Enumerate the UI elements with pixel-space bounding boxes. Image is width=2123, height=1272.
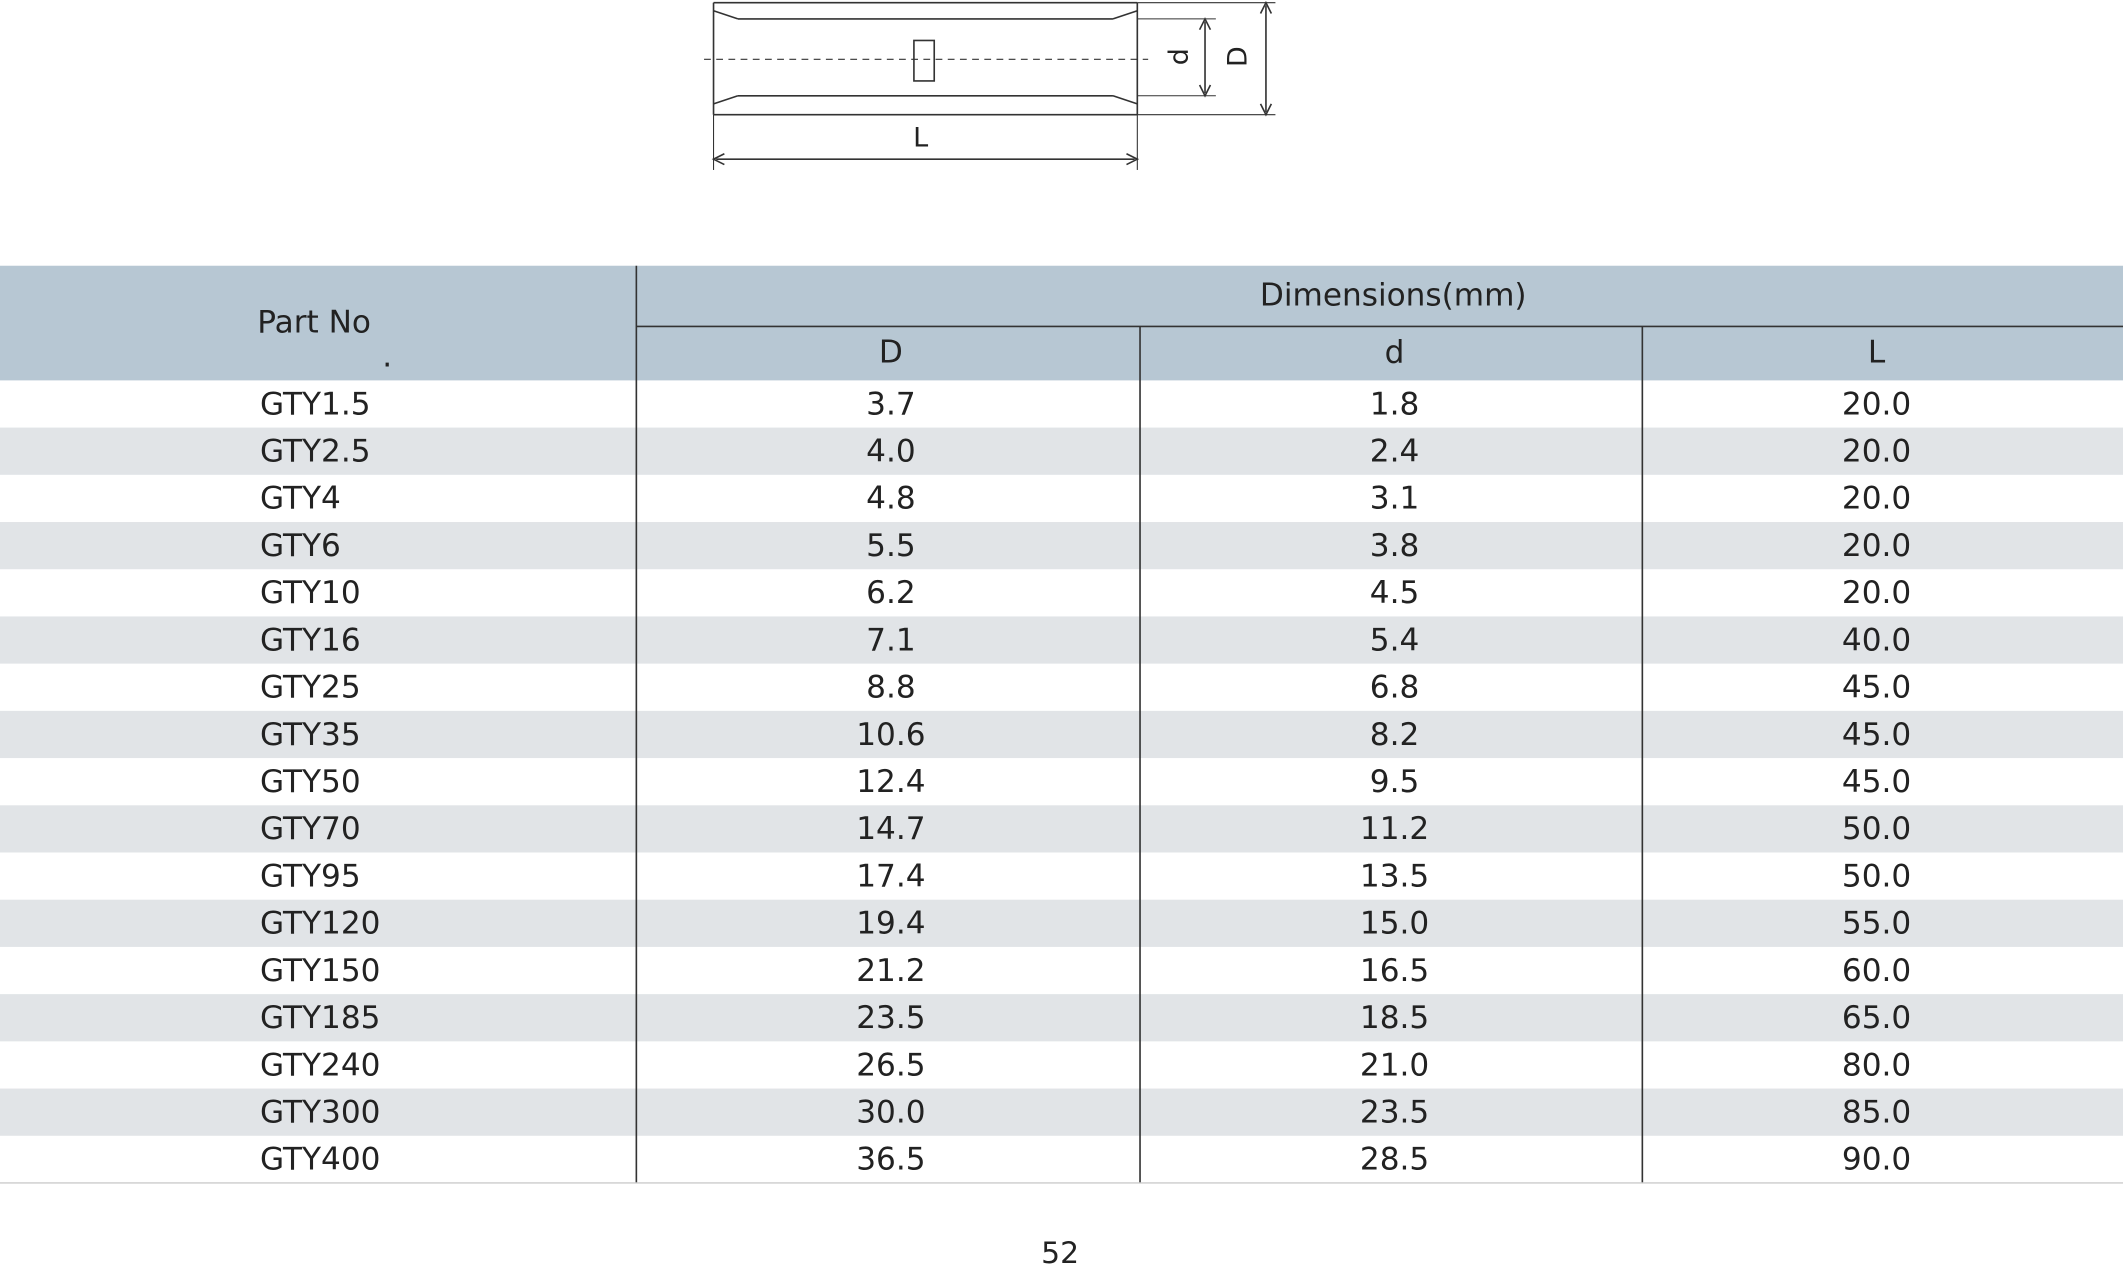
value-cell: 20.0: [1842, 386, 1911, 422]
row-shade: [0, 994, 2123, 1042]
part-cell: GTY25: [260, 670, 361, 706]
value-cell: 20.0: [1842, 434, 1911, 470]
column-header: L: [1868, 334, 1886, 370]
part-cell: GTY4: [260, 481, 341, 517]
part-header: Part No: [257, 305, 371, 341]
value-cell: 36.5: [856, 1142, 925, 1178]
value-cell: 3.1: [1370, 481, 1420, 517]
value-cell: 18.5: [1360, 1000, 1429, 1036]
value-cell: 17.4: [856, 858, 925, 894]
value-cell: 15.0: [1360, 906, 1429, 942]
row-shade: [0, 710, 2123, 759]
value-cell: 4.5: [1370, 575, 1420, 611]
tube-drawing: [704, 0, 1276, 170]
value-cell: 9.5: [1370, 764, 1420, 800]
value-cell: 23.5: [1360, 1095, 1429, 1131]
value-cell: 85.0: [1842, 1095, 1911, 1131]
part-cell: GTY120: [260, 906, 380, 942]
part-cell: GTY35: [260, 717, 361, 753]
part-cell: GTY150: [260, 953, 380, 989]
value-cell: 8.8: [866, 670, 916, 706]
value-cell: 3.7: [866, 386, 916, 422]
part-cell: GTY10: [260, 575, 361, 611]
value-cell: 10.6: [856, 717, 925, 753]
value-cell: 40.0: [1842, 622, 1911, 658]
value-cell: 2.4: [1370, 434, 1420, 470]
part-cell: GTY240: [260, 1047, 380, 1083]
part-cell: GTY400: [260, 1142, 380, 1178]
value-cell: 60.0: [1842, 953, 1911, 989]
value-cell: 50.0: [1842, 811, 1911, 847]
value-cell: 5.4: [1370, 622, 1420, 658]
value-cell: 80.0: [1842, 1047, 1911, 1083]
part-cell: GTY95: [260, 858, 361, 894]
value-cell: 55.0: [1842, 906, 1911, 942]
part-cell: GTY2.5: [260, 434, 371, 470]
value-cell: 19.4: [856, 906, 925, 942]
value-cell: 45.0: [1842, 717, 1911, 753]
inner-diameter-label: d: [1164, 48, 1195, 65]
part-cell: GTY300: [260, 1095, 380, 1131]
value-cell: 8.2: [1370, 717, 1420, 753]
part-cell: GTY70: [260, 811, 361, 847]
value-cell: 45.0: [1842, 764, 1911, 800]
value-cell: 4.0: [866, 434, 916, 470]
part-cell: GTY16: [260, 622, 361, 658]
row-shade: [0, 522, 2123, 570]
value-cell: 11.2: [1360, 811, 1429, 847]
column-header: d: [1385, 334, 1405, 370]
part-cell: GTY1.5: [260, 386, 371, 422]
value-cell: 26.5: [856, 1047, 925, 1083]
value-cell: 7.1: [866, 622, 916, 658]
row-shade: [0, 899, 2123, 947]
value-cell: 90.0: [1842, 1142, 1911, 1178]
value-cell: 12.4: [856, 764, 925, 800]
value-cell: 16.5: [1360, 953, 1429, 989]
part-cell: GTY50: [260, 764, 361, 800]
group-header: Dimensions(mm): [1260, 278, 1527, 314]
value-cell: 5.5: [866, 528, 916, 564]
value-cell: 14.7: [856, 811, 925, 847]
value-cell: 21.0: [1360, 1047, 1429, 1083]
part-cell: GTY6: [260, 528, 341, 564]
value-cell: 20.0: [1842, 575, 1911, 611]
value-cell: 6.2: [866, 575, 916, 611]
value-cell: 28.5: [1360, 1142, 1429, 1178]
value-cell: 4.8: [866, 481, 916, 517]
value-cell: 65.0: [1842, 1000, 1911, 1036]
row-shade: [0, 427, 2123, 475]
value-cell: 30.0: [856, 1095, 925, 1131]
value-cell: 20.0: [1842, 481, 1911, 517]
value-cell: 6.8: [1370, 670, 1420, 706]
value-cell: 20.0: [1842, 528, 1911, 564]
length-label: L: [913, 122, 928, 153]
value-cell: 23.5: [856, 1000, 925, 1036]
row-shade: [0, 616, 2123, 664]
row-shade: [0, 1088, 2123, 1136]
value-cell: 3.8: [1370, 528, 1420, 564]
part-cell: GTY185: [260, 1000, 380, 1036]
value-cell: 50.0: [1842, 858, 1911, 894]
part-header-mark: .: [382, 338, 392, 374]
table-body: [0, 427, 2123, 1136]
column-header: D: [879, 334, 903, 370]
value-cell: 45.0: [1842, 670, 1911, 706]
row-shade: [0, 805, 2123, 853]
value-cell: 1.8: [1370, 386, 1420, 422]
page-number: 52: [1041, 1236, 1079, 1271]
outer-diameter-label: D: [1222, 46, 1253, 67]
value-cell: 13.5: [1360, 858, 1429, 894]
value-cell: 21.2: [856, 953, 925, 989]
header-band: [0, 265, 2123, 381]
